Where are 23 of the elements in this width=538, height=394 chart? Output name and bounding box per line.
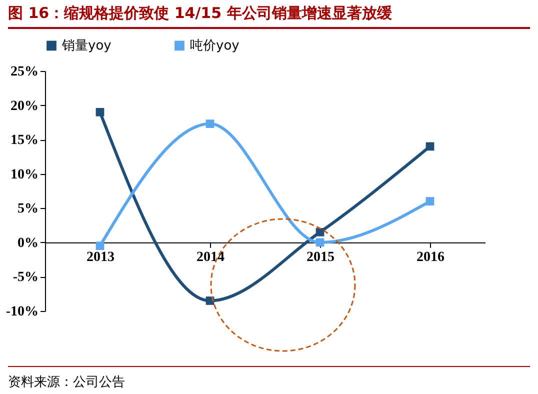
y-tick-label: 20% [10, 98, 38, 114]
chart-title: 图 16：缩规格提价致使 14/15 年公司销量增速显著放缓 [8, 4, 530, 29]
x-tick-label: 2016 [416, 250, 444, 265]
point [96, 108, 104, 116]
legend-label: 销量yoy [61, 38, 112, 54]
point [426, 197, 434, 206]
y-tick-label: 25% [10, 64, 38, 80]
y-tick-label: 15% [10, 133, 38, 148]
y-tick-label: 5% [18, 202, 38, 217]
y-tick-label: -10% [6, 304, 38, 320]
y-tick-label: 0% [18, 236, 38, 251]
point [206, 120, 214, 128]
y-tick-label: 10% [10, 167, 38, 182]
point [96, 242, 104, 250]
text: 资料来源：公司公告 [8, 366, 530, 391]
legend-label: 吨价yoy [190, 38, 240, 54]
x-tick-label: 2013 [86, 250, 114, 265]
point [316, 238, 324, 247]
x-tick-label: 2015 [306, 250, 334, 265]
point [316, 228, 324, 236]
x-tick-label: 2014 [196, 250, 224, 265]
point [426, 142, 434, 151]
y-tick-label: -5% [12, 270, 38, 286]
